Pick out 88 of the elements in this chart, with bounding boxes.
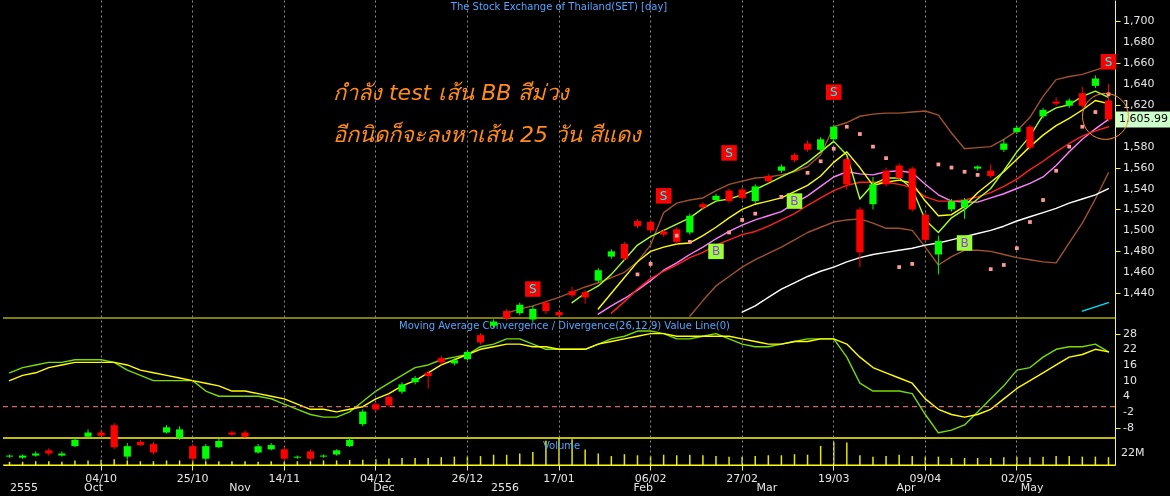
y-tick-label: 1,620	[1123, 97, 1155, 111]
text: Mar	[756, 481, 778, 494]
candlestick	[58, 450, 66, 458]
annotation: อีกนิดก็จะลงหาเส้น 25 วัน สีแดง	[333, 121, 643, 147]
annotation: กำลัง test เส้น BB สีม่วง	[333, 80, 572, 105]
data-label: B	[960, 235, 969, 250]
candlestick	[97, 428, 105, 438]
y-tick-label: 28	[1123, 326, 1137, 340]
data-label: B	[790, 194, 799, 209]
candlestick	[411, 375, 419, 385]
point	[1080, 124, 1085, 129]
y-tick-label: 4	[1123, 389, 1130, 403]
y-tick-label: 1,700	[1123, 13, 1155, 27]
data-label: S	[725, 145, 733, 160]
y-tick-label: 22	[1123, 342, 1137, 356]
point	[1001, 263, 1006, 267]
point	[687, 240, 692, 244]
candlestick	[882, 167, 890, 187]
point	[858, 132, 862, 136]
y-tick-label: -2	[1123, 404, 1134, 418]
text: 22M	[1121, 446, 1145, 459]
candlestick	[110, 422, 118, 450]
candlestick	[620, 241, 629, 262]
data-label: B	[711, 244, 721, 259]
candlestick	[934, 235, 942, 275]
line-series	[741, 187, 1110, 313]
y-tick-label: 1,520	[1123, 202, 1155, 216]
y-tick-label: 1,460	[1123, 265, 1155, 279]
line-series	[8, 332, 1110, 418]
x-tick-label: 26/12	[451, 471, 484, 485]
y-tick-label: -8	[1123, 420, 1134, 434]
y-tick-label: 1,640	[1123, 76, 1155, 90]
x-tick-label: 14/11	[268, 471, 301, 485]
data-label: S	[829, 85, 838, 100]
candlestick	[960, 197, 969, 220]
point	[740, 218, 745, 222]
candlestick	[84, 428, 92, 439]
point	[897, 265, 902, 269]
y-tick-label: 1,440	[1123, 286, 1155, 300]
candlestick	[869, 176, 877, 210]
x-tick-label: 19/03	[817, 471, 850, 485]
candlestick	[751, 183, 759, 204]
point	[1015, 246, 1019, 251]
point	[753, 211, 758, 216]
candlestick	[699, 201, 707, 210]
data-label: S	[529, 282, 537, 297]
point	[818, 159, 823, 164]
x-tick-label: 17/01	[543, 471, 575, 485]
point	[831, 146, 836, 151]
candlestick	[686, 213, 694, 236]
y-tick-label: 1,680	[1123, 34, 1155, 48]
y-tick-label: 1,560	[1123, 160, 1155, 174]
y-tick-label: 1,580	[1123, 139, 1155, 153]
point	[1041, 198, 1045, 202]
candlestick	[712, 193, 720, 203]
y-tick-label: 1,660	[1123, 55, 1155, 69]
candlestick	[241, 429, 249, 439]
line-series	[689, 172, 1110, 317]
text: 2556	[490, 481, 519, 494]
point	[1028, 220, 1032, 224]
candlestick	[568, 286, 576, 298]
text: Nov	[229, 481, 252, 494]
candlestick	[1052, 96, 1060, 107]
candlestick	[1013, 125, 1021, 135]
x-tick-label: 25/10	[176, 471, 209, 485]
point	[1054, 168, 1058, 173]
candlestick	[228, 429, 236, 437]
candlestick	[555, 309, 563, 318]
x-tick-label: 27/02	[726, 471, 758, 485]
y-tick-label: 1,480	[1123, 244, 1155, 258]
data-label: S	[659, 188, 668, 203]
point	[884, 156, 888, 161]
candlestick	[1026, 124, 1034, 151]
text: 2555	[9, 481, 38, 494]
annotation: Moving Average Convergence / Divergence(26,12,9) Value Line(0)	[399, 320, 731, 331]
y-tick-label: 1,500	[1123, 223, 1155, 237]
line-series	[8, 330, 1110, 434]
chart-title: The Stock Exchange of Thailand(SET) [day]	[449, 1, 668, 12]
candlestick	[1078, 86, 1086, 109]
text: 1,605.99	[1119, 112, 1168, 126]
point	[844, 124, 849, 129]
point	[988, 267, 993, 272]
y-tick-label: 1,540	[1123, 181, 1155, 195]
point	[910, 262, 915, 266]
y-tick-label: 10	[1123, 373, 1137, 387]
data-label: S	[1104, 54, 1113, 69]
y-tick-label: 16	[1123, 357, 1137, 371]
point	[975, 173, 980, 177]
